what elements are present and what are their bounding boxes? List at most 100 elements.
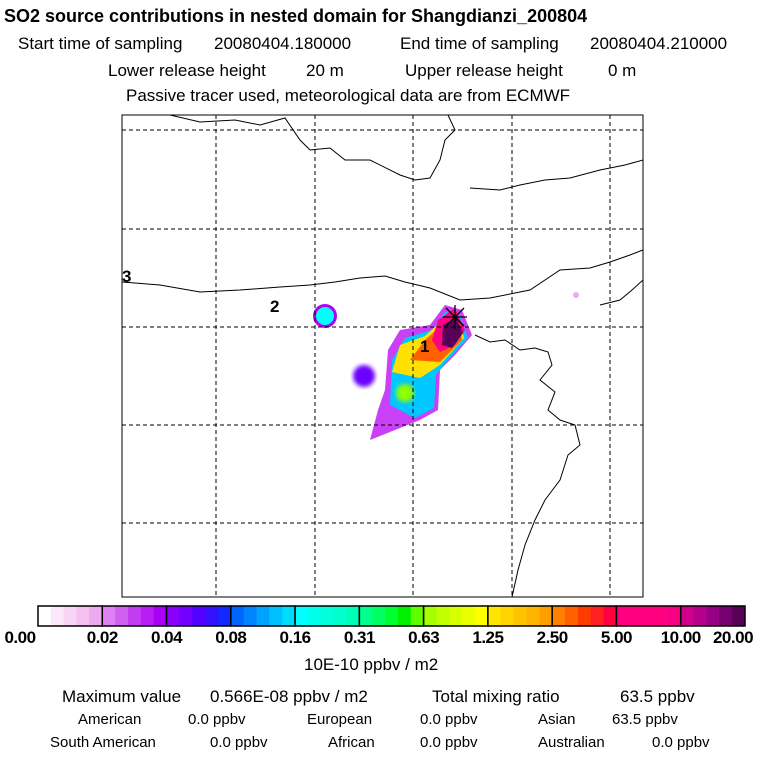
end-time-label: End time of sampling bbox=[400, 34, 559, 53]
colorbar-tick-label: 0.04 bbox=[150, 628, 183, 647]
region-american-label: American bbox=[78, 711, 142, 728]
tracer-note: Passive tracer used, meteorological data… bbox=[126, 86, 571, 105]
colorbar-swatch bbox=[667, 606, 682, 626]
colorbar-tick-label: 0.08 bbox=[215, 628, 247, 647]
colorbar-swatch bbox=[346, 606, 360, 626]
upper-height-label: Upper release height bbox=[405, 61, 563, 80]
colorbar-swatch bbox=[423, 606, 437, 626]
colorbar-swatch bbox=[719, 606, 733, 626]
grid-lines bbox=[122, 115, 643, 597]
colorbar-swatch bbox=[359, 606, 373, 626]
colorbar-swatch bbox=[179, 606, 193, 626]
colorbar-swatch bbox=[115, 606, 129, 626]
region-australian-value: 0.0 ppbv bbox=[652, 734, 710, 751]
colorbar-swatch bbox=[230, 606, 245, 626]
source-label-2: 2 bbox=[270, 297, 279, 316]
colorbar-swatch bbox=[333, 606, 348, 626]
receptor-asterisk-marker-icon bbox=[443, 305, 467, 329]
colorbar-swatch bbox=[732, 606, 746, 626]
colorbar-swatch bbox=[590, 606, 605, 626]
colorbar-tick-label: 0.63 bbox=[408, 628, 440, 647]
colorbar-swatch bbox=[243, 606, 258, 626]
colorbar-swatch bbox=[655, 606, 669, 626]
colorbar-swatch bbox=[680, 606, 695, 626]
colorbar-tick-label: 0.31 bbox=[343, 628, 376, 647]
region-australian-label: Australian bbox=[538, 734, 605, 751]
colorbar-swatch bbox=[205, 606, 219, 626]
colorbar-swatch bbox=[539, 606, 553, 626]
plot-title: SO2 source contributions in nested domai… bbox=[4, 6, 588, 26]
colorbar-swatch bbox=[127, 606, 142, 626]
colorbar-swatch bbox=[500, 606, 515, 626]
max-value-label: Maximum value bbox=[62, 687, 182, 706]
source-label-1: 1 bbox=[420, 337, 429, 356]
region-american-value: 0.0 ppbv bbox=[188, 711, 246, 728]
coastline-borders bbox=[122, 115, 643, 597]
colorbar-swatch bbox=[410, 606, 425, 626]
total-mixing-value: 63.5 ppbv bbox=[620, 687, 695, 706]
colorbar-tick-label: 5.00 bbox=[600, 628, 633, 647]
colorbar-swatch bbox=[89, 606, 103, 626]
colorbar-swatch bbox=[76, 606, 90, 626]
region-asian-value: 63.5 ppbv bbox=[612, 711, 678, 728]
colorbar-tick-label: 10.00 bbox=[660, 628, 702, 647]
colorbar-swatch bbox=[385, 606, 399, 626]
colorbar-swatch bbox=[140, 606, 155, 626]
colorbar bbox=[37, 605, 746, 627]
colorbar-swatch bbox=[436, 606, 450, 626]
colorbar-swatch bbox=[320, 606, 335, 626]
colorbar-swatch bbox=[629, 606, 643, 626]
colorbar-swatch bbox=[475, 606, 489, 626]
colorbar-swatch bbox=[217, 606, 232, 626]
source-label-3: 3 bbox=[122, 267, 131, 286]
colorbar-swatch bbox=[307, 606, 322, 626]
colorbar-swatch bbox=[282, 606, 296, 626]
colorbar-swatch bbox=[526, 606, 540, 626]
colorbar-swatch bbox=[565, 606, 579, 626]
total-mixing-label: Total mixing ratio bbox=[432, 687, 560, 706]
colorbar-swatch bbox=[449, 606, 463, 626]
lower-height-label: Lower release height bbox=[108, 61, 266, 80]
colorbar-tick-label: 0.00 bbox=[4, 628, 36, 647]
lower-height-value: 20 m bbox=[306, 61, 344, 80]
colorbar-swatch bbox=[513, 606, 527, 626]
colorbar-swatch bbox=[397, 606, 412, 626]
colorbar-swatch bbox=[462, 606, 476, 626]
region-asian-label: Asian bbox=[538, 711, 576, 728]
colorbar-swatch bbox=[693, 606, 707, 626]
colorbar-tick-label: 1.25 bbox=[472, 628, 504, 647]
concentration-plume bbox=[313, 292, 579, 440]
colorbar-tick-label: 0.16 bbox=[279, 628, 312, 647]
colorbar-unit: 10E-10 ppbv / m2 bbox=[304, 655, 439, 674]
upper-height-value: 0 m bbox=[608, 61, 637, 80]
colorbar-swatch bbox=[153, 606, 168, 626]
colorbar-swatch bbox=[552, 606, 566, 626]
colorbar-swatch bbox=[577, 606, 592, 626]
colorbar-swatch bbox=[372, 606, 386, 626]
colorbar-swatch bbox=[166, 606, 180, 626]
region-european-label: European bbox=[307, 711, 373, 728]
start-time-value: 20080404.180000 bbox=[214, 34, 352, 53]
colorbar-swatch bbox=[603, 606, 617, 626]
colorbar-swatch bbox=[295, 606, 309, 626]
region-african-value: 0.0 ppbv bbox=[420, 734, 478, 751]
colorbar-tick-label: 20.00 bbox=[712, 628, 754, 647]
colorbar-swatch bbox=[256, 606, 270, 626]
colorbar-swatch bbox=[192, 606, 206, 626]
colorbar-swatch bbox=[642, 606, 656, 626]
colorbar-swatch bbox=[38, 606, 52, 626]
colorbar-tick-label: 0.02 bbox=[86, 628, 119, 647]
end-time-value: 20080404.210000 bbox=[590, 34, 728, 53]
colorbar-tick-label: 2.50 bbox=[536, 628, 569, 647]
region-european-value: 0.0 ppbv bbox=[420, 711, 478, 728]
colorbar-segment bbox=[679, 605, 746, 627]
colorbar-swatch bbox=[706, 606, 720, 626]
map-frame bbox=[121, 114, 644, 598]
start-time-label: Start time of sampling bbox=[18, 34, 183, 53]
colorbar-swatch bbox=[269, 606, 283, 626]
colorbar-swatch bbox=[616, 606, 630, 626]
colorbar-swatch bbox=[50, 606, 65, 626]
colorbar-swatch bbox=[63, 606, 78, 626]
